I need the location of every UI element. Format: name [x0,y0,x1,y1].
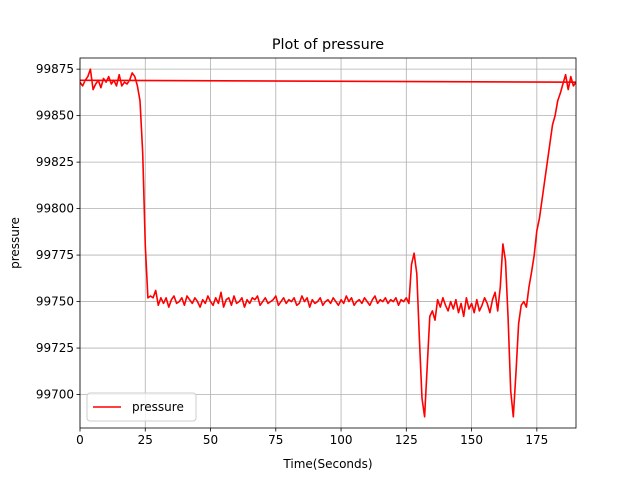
legend: pressure [86,392,197,422]
y-tick-label: 99775 [36,248,74,262]
x-tick-label: 175 [525,433,548,447]
series-layer [80,68,576,418]
x-tick-label: 0 [76,433,84,447]
x-tick-label: 50 [203,433,218,447]
x-axis-ticks: 0 25 50 75 100 125 150 175 [76,428,548,447]
y-tick-label: 99850 [36,109,74,123]
y-tick-label: 99825 [36,155,74,169]
x-tick-label: 25 [138,433,153,447]
y-axis-ticks: 99700 99725 99750 99775 99800 99825 99850 99875 [36,62,80,402]
y-tick-label: 99875 [36,62,74,76]
x-tick-label: 125 [395,433,418,447]
y-tick-label: 99800 [36,202,74,216]
y-tick-label: 99725 [36,341,74,355]
series-line-pressure [80,68,576,418]
chart-title: Plot of pressure [272,37,384,53]
y-tick-label: 99700 [36,388,74,402]
x-tick-label: 75 [268,433,283,447]
plot-frame [79,57,577,429]
legend-label-pressure: pressure [132,400,184,414]
y-tick-label: 99750 [36,295,74,309]
x-tick-label: 150 [460,433,483,447]
y-axis-label: pressure [8,217,22,269]
x-tick-label: 100 [330,433,353,447]
legend-box [86,392,197,422]
x-axis-label: Time(Seconds) [282,457,372,471]
